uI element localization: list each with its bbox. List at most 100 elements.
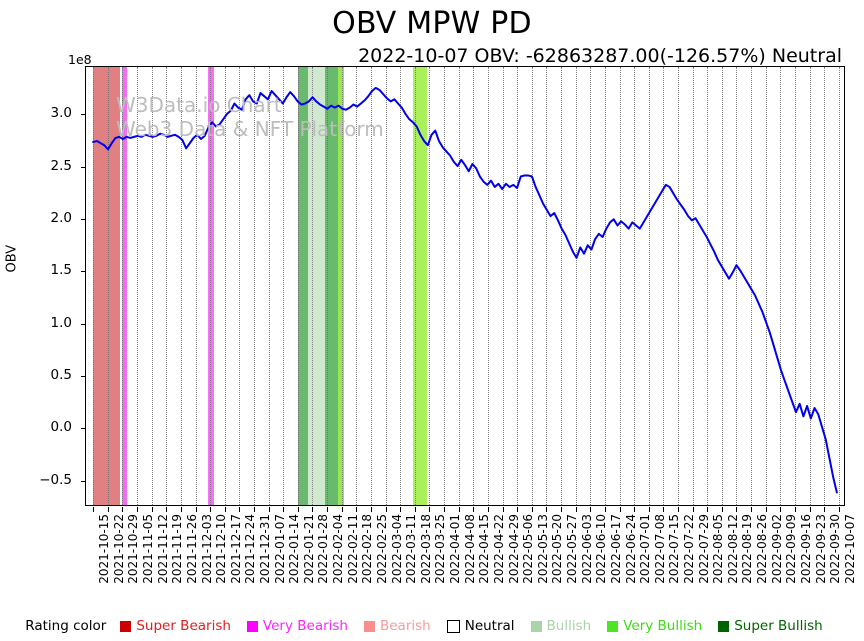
legend-label: Very Bearish: [262, 618, 348, 634]
x-axis-tick: [619, 507, 621, 512]
x-axis-tick-label: 2022-06-17: [608, 514, 623, 584]
gridline-x: [838, 67, 840, 505]
legend-swatch-icon: [446, 619, 460, 633]
gridline-x: [546, 67, 548, 505]
gridline-x: [692, 67, 694, 505]
legend-swatch-icon: [246, 620, 258, 632]
x-axis-tick: [151, 507, 153, 512]
gridline-x: [678, 67, 679, 505]
gridline-x: [780, 67, 782, 505]
chart-subtitle: 2022-10-07 OBV: -62863287.00(-126.57%) N…: [358, 45, 842, 67]
x-axis-tick-label: 2022-05-27: [565, 514, 580, 584]
x-axis-tick: [473, 507, 475, 512]
gridline-x: [502, 67, 504, 505]
gridline-x: [561, 67, 563, 505]
gridline-x: [107, 67, 109, 505]
x-axis-tick-label: 2022-07-08: [652, 514, 667, 584]
x-axis-tick-label: 2021-12-03: [199, 514, 214, 584]
x-axis-tick: [663, 507, 665, 512]
legend-item-neutral[interactable]: Neutral: [446, 618, 515, 634]
x-axis-tick-label: 2021-11-12: [155, 514, 170, 584]
x-axis-tick: [400, 507, 402, 512]
obv-line-series: [92, 86, 838, 494]
x-axis-tick: [166, 507, 168, 512]
gridline-x: [736, 67, 738, 505]
gridline-x: [268, 67, 270, 505]
gridline-x: [93, 67, 95, 505]
x-axis-tick-label: 2021-11-05: [141, 514, 156, 584]
x-axis-tick-label: 2022-08-19: [740, 514, 755, 584]
legend-item-super-bearish[interactable]: Super Bearish: [120, 618, 231, 634]
x-axis-tick-label: 2022-06-10: [594, 514, 609, 584]
x-axis-tick-label: 2022-03-04: [389, 514, 404, 584]
gridlines-layer: [86, 67, 844, 512]
x-axis-tick: [414, 507, 416, 512]
x-axis-tick-label: 2021-10-22: [111, 514, 126, 584]
gridline-x: [239, 67, 241, 505]
gridline-x: [444, 67, 446, 505]
gridline-x: [765, 67, 767, 505]
y-axis-tick: [81, 114, 86, 116]
legend-swatch-icon: [120, 620, 132, 632]
x-axis-tick: [283, 507, 285, 512]
y-axis-tick: [81, 166, 86, 168]
x-axis-tick: [634, 507, 636, 512]
legend-label: Very Bullish: [623, 618, 703, 634]
x-axis-tick: [137, 507, 139, 512]
gridline-x: [210, 67, 212, 505]
x-axis-tick-label: 2022-04-22: [491, 514, 506, 584]
x-axis-tick-label: 2022-04-01: [448, 514, 463, 584]
gridline-x: [297, 67, 299, 505]
x-axis-tick: [107, 507, 109, 512]
gridline-x: [473, 67, 475, 505]
x-axis-tick: [458, 507, 460, 512]
y-axis-tick: [81, 323, 86, 325]
gridline-x: [122, 67, 124, 505]
legend-item-bullish[interactable]: Bullish: [530, 618, 591, 634]
y-axis-tick-label: 0.5: [50, 367, 72, 384]
x-axis-tick-label: 2022-08-26: [755, 514, 770, 584]
legend-item-very-bearish[interactable]: Very Bearish: [246, 618, 348, 634]
rating-band-very-bearish: [208, 67, 215, 505]
x-axis-tick: [297, 507, 299, 512]
gridline-x: [151, 67, 153, 505]
y-axis-tick: [81, 376, 86, 378]
x-axis-tick-label: 2022-10-07: [842, 514, 857, 584]
x-axis-tick: [341, 507, 343, 512]
rating-band-bullish: [325, 67, 338, 505]
x-axis-tick: [751, 507, 753, 512]
legend-title: Rating color: [25, 618, 107, 634]
rating-band-very-bearish: [122, 67, 127, 505]
x-axis-tick-label: 2022-05-06: [521, 514, 536, 584]
gridline-x: [370, 67, 372, 505]
x-axis-tick: [429, 507, 431, 512]
legend-item-super-bullish[interactable]: Super Bullish: [718, 618, 823, 634]
x-axis-tick-label: 2021-11-26: [184, 514, 199, 584]
x-axis-tick-label: 2022-09-02: [769, 514, 784, 584]
x-axis-tick-label: 2022-09-16: [798, 514, 813, 584]
x-axis-tick: [561, 507, 563, 512]
legend-swatch-icon: [607, 620, 619, 632]
x-axis-tick-label: 2022-02-11: [345, 514, 360, 584]
x-axis-tick-label: 2022-01-21: [301, 514, 316, 584]
x-axis-tick-label: 2022-05-20: [550, 514, 565, 584]
x-axis-tick: [780, 507, 782, 512]
y-axis-tick: [81, 218, 86, 220]
gridline-x: [590, 67, 592, 505]
x-axis-tick: [210, 507, 212, 512]
x-axis-tick-label: 2022-03-18: [418, 514, 433, 584]
x-axis-tick-label: 2022-01-28: [316, 514, 331, 584]
rating-band-very-bullish: [337, 67, 344, 505]
x-axis-tick: [487, 507, 489, 512]
x-axis-tick: [765, 507, 767, 512]
gridline-x: [575, 67, 577, 505]
gridline-x: [721, 67, 723, 505]
x-axis-tick: [93, 507, 95, 512]
legend-item-very-bullish[interactable]: Very Bullish: [607, 618, 702, 634]
x-axis-tick: [648, 507, 650, 512]
x-axis-tick: [385, 507, 387, 512]
gridline-x: [341, 67, 343, 505]
legend-item-bearish[interactable]: Bearish: [363, 618, 431, 634]
x-axis-tick: [736, 507, 738, 512]
x-axis-tick: [721, 507, 723, 512]
